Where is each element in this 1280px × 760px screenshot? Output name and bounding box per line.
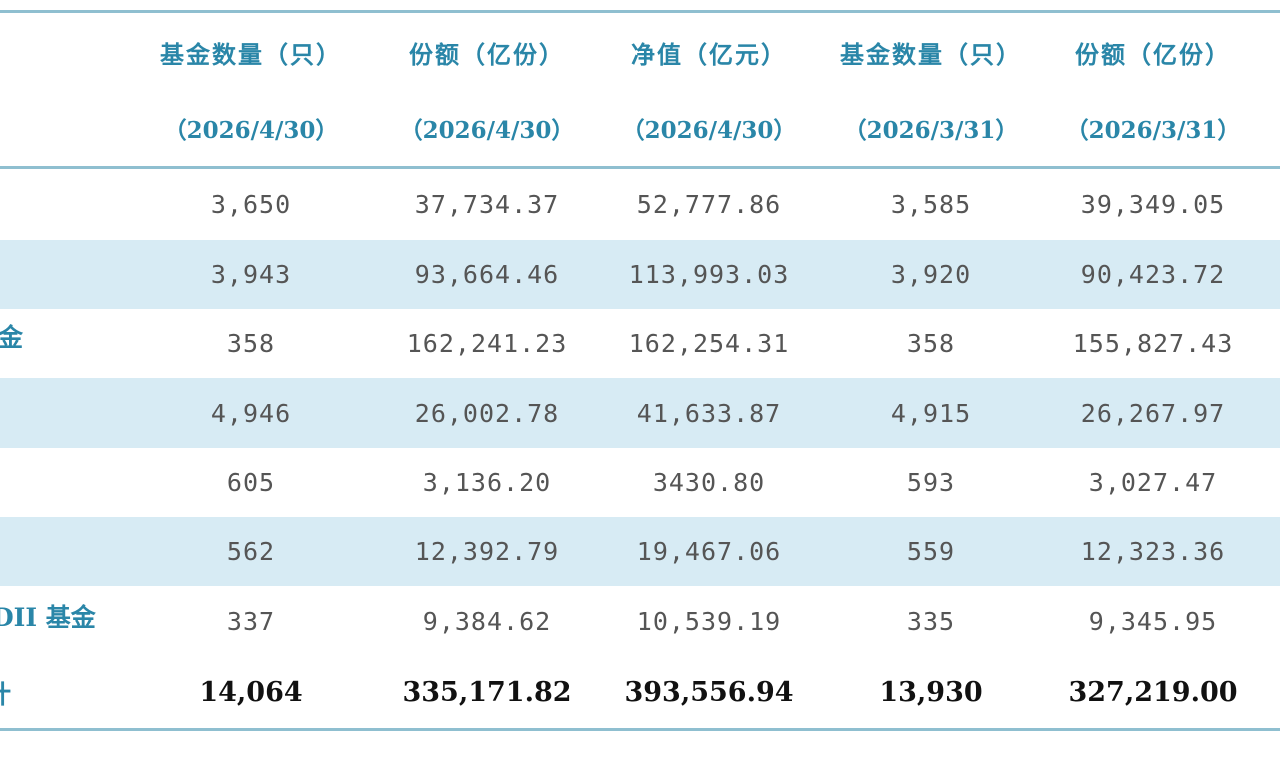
cell-shares-apr: 3,136.20	[422, 468, 552, 497]
table-header: 基金数量（只） （2026/4/30） 份额（亿份） （2026/4/30） 净…	[0, 13, 1280, 166]
cell-fund-count-mar: 13,930	[879, 677, 983, 708]
cell-fund-count-apr: 3,650	[210, 190, 292, 219]
row-label: 金	[0, 322, 24, 352]
cell-shares-apr: 26,002.78	[414, 398, 560, 428]
cell-fund-count-apr: 358	[226, 329, 276, 358]
cell-shares-mar: 3,027.47	[1088, 468, 1218, 497]
table-row: DII 基金 337 9,384.62 10,539.19 335 9,345.…	[0, 586, 1280, 657]
table-row: 3,943 93,664.46 113,993.03 3,920 90,423.…	[0, 240, 1280, 309]
cell-fund-count-mar: 335	[906, 607, 956, 636]
cell-shares-apr: 162,241.23	[406, 329, 568, 358]
cell-nav-apr: 41,633.87	[636, 398, 782, 428]
cell-fund-count-apr: 605	[226, 468, 276, 497]
cell-nav-apr: 3430.80	[652, 468, 766, 497]
cell-shares-apr: 12,392.79	[414, 537, 560, 566]
header-nav-apr: 净值（亿元） （2026/4/30）	[598, 13, 820, 166]
cell-shares-mar: 9,345.95	[1088, 607, 1218, 636]
header-date: （2026/3/31）	[1065, 117, 1241, 144]
cell-fund-count-mar: 3,585	[890, 190, 972, 219]
cell-shares-mar: 39,349.05	[1080, 190, 1226, 219]
cell-shares-mar: 155,827.43	[1072, 329, 1234, 358]
cell-shares-mar: 12,323.36	[1080, 537, 1226, 566]
table-row-total: 计 14,064 335,171.82 393,556.94 13,930 32…	[0, 657, 1280, 728]
table-row: 605 3,136.20 3430.80 593 3,027.47	[0, 448, 1280, 517]
cell-fund-count-mar: 4,915	[890, 398, 972, 428]
header-label: 基金数量（只）	[840, 40, 1022, 69]
cell-fund-count-mar: 358	[906, 329, 956, 358]
cell-nav-apr: 19,467.06	[636, 537, 782, 566]
cell-nav-apr: 162,254.31	[628, 329, 790, 358]
cell-nav-apr: 10,539.19	[636, 607, 782, 636]
table-top-rule	[0, 10, 1280, 13]
row-label: DII 基金	[0, 602, 96, 632]
cell-nav-apr: 113,993.03	[628, 260, 790, 289]
cell-shares-mar: 26,267.97	[1080, 398, 1226, 428]
header-divider-rule	[0, 166, 1280, 169]
header-date: （2026/4/30）	[163, 117, 339, 144]
header-shares-mar: 份额（亿份） （2026/3/31）	[1042, 13, 1264, 166]
cell-shares-apr: 37,734.37	[414, 190, 560, 219]
table-row: 562 12,392.79 19,467.06 559 12,323.36	[0, 517, 1280, 586]
cell-fund-count-mar: 3,920	[890, 260, 972, 289]
header-fund-count-apr: 基金数量（只） （2026/4/30）	[140, 13, 362, 166]
header-date: （2026/3/31）	[843, 117, 1019, 144]
header-date: （2026/4/30）	[621, 117, 797, 144]
table-row: 金 358 162,241.23 162,254.31 358 155,827.…	[0, 309, 1280, 378]
header-label: 份额（亿份）	[1075, 40, 1231, 69]
cell-shares-mar: 90,423.72	[1080, 260, 1226, 289]
cell-nav-apr: 393,556.94	[624, 677, 794, 708]
cell-fund-count-apr: 14,064	[199, 677, 303, 708]
table-row: 4,946 26,002.78 41,633.87 4,915 26,267.9…	[0, 378, 1280, 448]
cell-fund-count-mar: 593	[906, 468, 956, 497]
header-date: （2026/4/30）	[399, 117, 575, 144]
table-body: 3,650 37,734.37 52,777.86 3,585 39,349.0…	[0, 169, 1280, 728]
cell-shares-apr: 9,384.62	[422, 607, 552, 636]
cell-fund-count-apr: 4,946	[210, 398, 292, 428]
cell-fund-count-apr: 562	[226, 537, 276, 566]
cell-fund-count-apr: 3,943	[210, 260, 292, 289]
row-label: 计	[0, 657, 11, 728]
header-shares-apr: 份额（亿份） （2026/4/30）	[376, 13, 598, 166]
table-bottom-rule	[0, 728, 1280, 731]
header-label: 基金数量（只）	[160, 40, 342, 69]
cell-nav-apr: 52,777.86	[636, 190, 782, 219]
header-label: 份额（亿份）	[409, 40, 565, 69]
cell-shares-apr: 335,171.82	[402, 677, 572, 708]
table-row: 3,650 37,734.37 52,777.86 3,585 39,349.0…	[0, 169, 1280, 240]
cell-fund-count-apr: 337	[226, 607, 276, 636]
header-label: 净值（亿元）	[631, 40, 787, 69]
cell-shares-mar: 327,219.00	[1068, 677, 1238, 708]
header-fund-count-mar: 基金数量（只） （2026/3/31）	[820, 13, 1042, 166]
cell-shares-apr: 93,664.46	[414, 260, 560, 289]
cell-fund-count-mar: 559	[906, 537, 956, 566]
